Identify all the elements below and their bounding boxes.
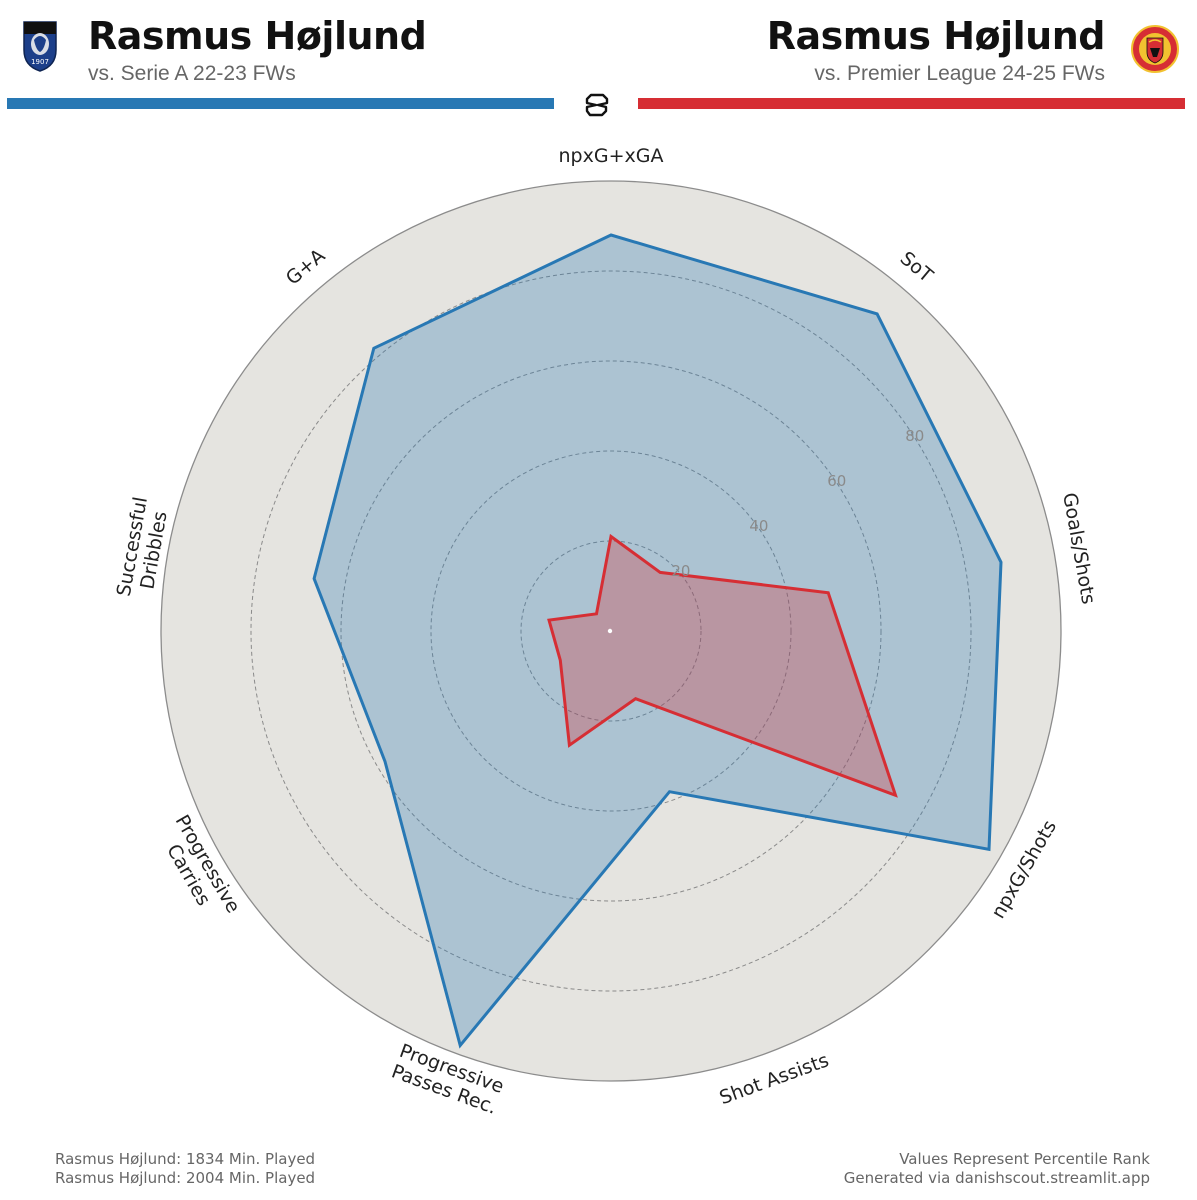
atalanta-crest-icon: 1907 xyxy=(23,21,57,72)
ring-tick-40: 40 xyxy=(749,517,768,535)
axis-label-line: SoT xyxy=(896,247,937,287)
ring-tick-60: 60 xyxy=(827,472,846,490)
axis-label-npxg-xga: npxG+xGA xyxy=(559,145,664,167)
footer-notes: Values Represent Percentile Rank Generat… xyxy=(844,1150,1150,1188)
right-color-bar xyxy=(638,98,1185,109)
ring-tick-20: 20 xyxy=(671,562,690,580)
crest-year: 1907 xyxy=(31,58,49,66)
manchester-united-crest-icon xyxy=(1131,25,1179,73)
left-player-name: Rasmus Højlund xyxy=(88,14,427,58)
grid-ring-60 xyxy=(340,360,882,902)
left-color-bar xyxy=(7,98,554,109)
axis-label-g-a: G+A xyxy=(282,245,330,290)
radar-center-marker xyxy=(607,628,613,634)
scout-logo-icon xyxy=(585,93,609,117)
footer-left-line-1: Rasmus Højlund: 1834 Min. Played xyxy=(55,1150,316,1168)
radar-ring-ticks: 20 40 60 80 xyxy=(671,427,924,580)
series-1-polygon xyxy=(312,233,1003,1049)
right-comparison: vs. Premier League 24-25 FWs xyxy=(814,62,1105,85)
axis-label-line: G+A xyxy=(282,245,330,290)
left-comparison: vs. Serie A 22-23 FWs xyxy=(88,62,296,85)
grid-ring-40 xyxy=(430,450,792,812)
footer-right-line-2: Generated via danishscout.streamlit.app xyxy=(843,1169,1150,1187)
grid-ring-80 xyxy=(250,270,972,992)
axis-label-line: npxG+xGA xyxy=(559,145,664,167)
footer-left-line-2: Rasmus Højlund: 2004 Min. Played xyxy=(55,1169,316,1187)
series-2-polygon xyxy=(547,533,898,798)
footer-minutes: Rasmus Højlund: 1834 Min. Played Rasmus … xyxy=(55,1150,315,1188)
header: 1907 Rasmus Højlund vs. Serie A 22-23 FW… xyxy=(0,0,1197,120)
radar-series xyxy=(312,233,1003,1049)
axis-label-goals-shots: Goals/Shots xyxy=(1058,491,1099,606)
ring-tick-80: 80 xyxy=(905,427,924,445)
right-player-name: Rasmus Højlund xyxy=(766,14,1106,58)
axis-label-sot: SoT xyxy=(896,247,937,287)
footer-right-line-1: Values Represent Percentile Rank xyxy=(899,1150,1150,1168)
axis-label-line: Goals/Shots xyxy=(1058,491,1099,606)
